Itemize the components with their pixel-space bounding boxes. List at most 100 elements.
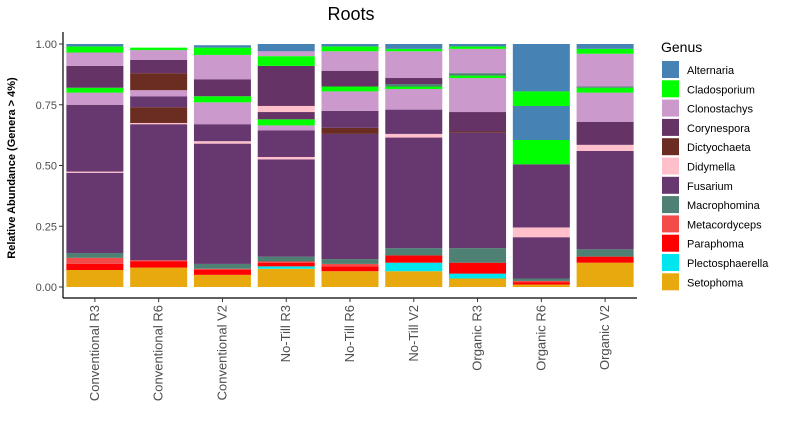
bar-segment-alternaria [66,44,124,47]
bar-segment-fusarium [385,137,443,249]
bar-segment-fusarium [66,172,124,253]
bar-segment-clonostachys [576,92,634,122]
legend-label: Setophoma [687,277,744,289]
bar-segment-alternaria [512,44,570,92]
x-tick-label: Conventional V2 [214,305,229,400]
legend-label: Corynespora [687,123,751,135]
plot-area [66,44,634,287]
bar-segment-fusarium [257,159,315,257]
bar-segment-corynespora [385,78,443,85]
legend-title: Genus [661,39,702,55]
bar-segment-metacordyceps [66,257,124,264]
bar-segment-corynespora [193,79,251,97]
bar-segment-clonostachys [385,88,443,110]
bar-segment-clonostachys [193,54,251,80]
legend-item-fusarium: Fusarium [662,176,733,194]
y-tick-label: 0.25 [36,221,57,233]
bar-segment-corynespora [130,59,188,74]
x-tick-label: Conventional R6 [151,305,166,401]
legend-swatch [662,80,679,98]
bar-segment-cladosporium [576,48,634,54]
bar-segment-setophoma [257,268,315,287]
chart-title: Roots [327,4,374,24]
bar-segment-paraphoma [321,266,379,272]
x-tick-label: No-Till R6 [342,305,357,362]
bar-segment-clonostachys [193,102,251,125]
bar-segment-macrophomina [385,248,443,256]
bar-segment-dictyochaeta [449,131,507,133]
bar-segment-cladosporium [321,46,379,52]
bar-segment-fusarium [130,124,188,261]
legend-item-metacordyceps: Metacordyceps [662,215,762,233]
legend-label: Didymella [687,162,736,174]
bar-segment-fusarium [512,237,570,279]
bar-segment-metacordyceps [321,263,379,267]
legend-item-clonostachys: Clonostachys [662,99,754,117]
y-tick-label: 0.00 [36,282,57,294]
bar-segment-setophoma [512,284,570,287]
bar-segment-macrophomina [576,86,634,88]
y-tick-label: 0.75 [36,100,57,112]
bar-segment-setophoma [66,269,124,287]
bar-segment-cladosporium [193,47,251,55]
bar-segment-alternaria [193,45,251,48]
bar-stack [321,44,379,287]
legend-item-setophoma: Setophoma [662,273,744,291]
bar-segment-corynespora [257,65,315,106]
legend-label: Macrophomina [687,200,761,212]
bar-segment-cladosporium [512,139,570,165]
bar-segment-fusarium [257,130,315,157]
bar-stack [193,45,251,287]
bar-segment-macrophomina [576,249,634,257]
legend-swatch [662,234,679,252]
y-tick-label: 1.00 [36,39,57,51]
legend-swatch [662,196,679,214]
bar-segment-corynespora [576,121,634,145]
legend-label: Clonostachys [687,104,754,116]
bar-stack [449,44,507,287]
bar-segment-plectosphaerella [257,266,315,269]
bar-segment-plectosphaerella [385,262,443,272]
legend-item-corynespora: Corynespora [662,118,751,136]
bar-segment-fusarium [512,164,570,228]
bar-segment-macrophomina [449,73,507,76]
legend-swatch [662,157,679,175]
x-tick-label: No-Till R3 [278,305,293,362]
legend-swatch [662,138,679,156]
bar-segment-paraphoma [385,255,443,263]
bar-segment-alternaria [257,44,315,52]
bar-segment-metacordyceps [257,261,315,263]
bar-segment-cladosporium [130,47,188,51]
bar-segment-clonostachys [449,78,507,113]
bar-segment-paraphoma [512,282,570,285]
bar-segment-alternaria [321,44,379,47]
bar-segment-didymella [512,227,570,238]
bar-segment-clonostachys [385,51,443,79]
legend-swatch [662,118,679,136]
bar-segment-alternaria [512,105,570,140]
legend-label: Alternaria [687,65,735,77]
bar-segment-alternaria [385,44,443,49]
bar-segment-corynespora [321,70,379,87]
bar-segment-metacordyceps [193,268,251,270]
bar-stack [385,44,443,287]
bar-segment-clonostachys [130,90,188,97]
bar-segment-paraphoma [193,269,251,275]
bar-segment-cladosporium [193,96,251,103]
bar-segment-clonostachys [130,50,188,60]
y-axis-label: Relative Abundance (Genera > 4%) [6,77,18,259]
bar-segment-fusarium [321,110,379,128]
bar-segment-clonostachys [321,91,379,111]
x-tick-label: Organic R6 [533,305,548,371]
legend-item-paraphoma: Paraphoma [662,234,745,252]
bar-segment-setophoma [385,271,443,287]
legend: Genus Alternaria Cladosporium Clonostachys… [661,39,769,291]
bar-stack [576,44,634,287]
bar-segment-setophoma [130,267,188,287]
bar-segment-paraphoma [576,256,634,263]
bar-segment-macrophomina [449,248,507,263]
bar-segment-didymella [576,144,634,151]
bar-segment-clonostachys [321,51,379,71]
bar-segment-fusarium [130,96,188,108]
